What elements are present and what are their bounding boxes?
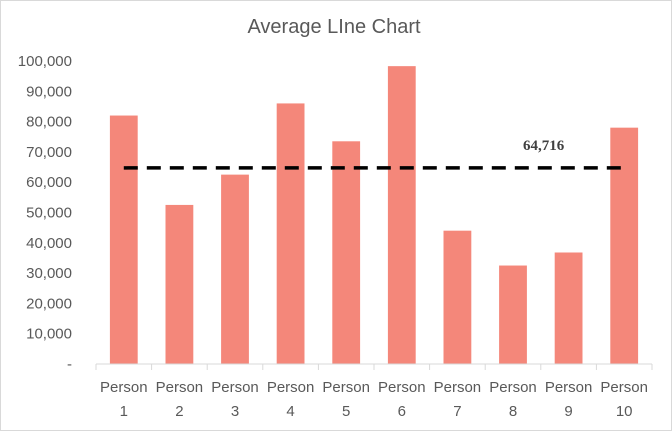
y-tick-label: 30,000 (26, 265, 72, 282)
y-tick-label: 100,000 (18, 53, 72, 70)
bar (554, 252, 583, 364)
y-tick-label: 70,000 (26, 144, 72, 161)
average-data-label: 64,716 (523, 138, 565, 154)
y-tick-label: - (67, 356, 72, 373)
y-tick-label: 40,000 (26, 235, 72, 252)
bar (276, 103, 305, 365)
x-tick-label: Person 6 (378, 379, 426, 420)
x-tick-label: Person 1 (100, 379, 148, 420)
bar (499, 265, 527, 364)
y-tick-label: 90,000 (26, 83, 72, 100)
bars (109, 66, 639, 365)
y-tick-label: 20,000 (26, 295, 72, 312)
chart-title: Average LIne Chart (247, 16, 421, 38)
y-axis: - 10,000 20,000 30,000 40,000 50,000 60,000 70,… (18, 53, 72, 373)
x-tick-label: Person 7 (434, 379, 482, 420)
x-tick-label: Person 8 (489, 379, 537, 420)
y-tick-label: 60,000 (26, 174, 72, 191)
bar (387, 66, 416, 364)
bar (221, 174, 249, 364)
x-tick-label: Person 9 (545, 379, 593, 420)
x-tick-label: Person 5 (322, 379, 370, 420)
bar (109, 115, 138, 364)
x-tick-label: Person 3 (211, 379, 259, 420)
x-tick-label: Person 2 (156, 379, 204, 420)
x-tick-label: Person 10 (600, 379, 648, 420)
y-tick-label: 10,000 (26, 326, 72, 343)
y-tick-label: 80,000 (26, 114, 72, 131)
bar (443, 230, 472, 364)
bar (165, 204, 194, 364)
y-tick-label: 50,000 (26, 205, 72, 222)
bar (332, 141, 361, 364)
bar (610, 127, 639, 364)
x-tick-label: Person 4 (267, 379, 315, 420)
